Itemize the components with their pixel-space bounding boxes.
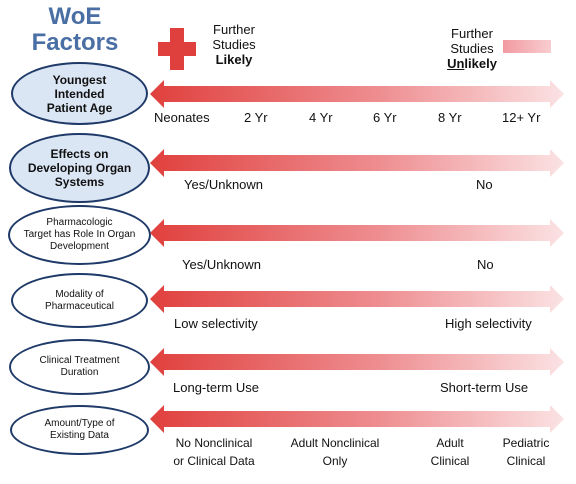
scale-label: Neonates (154, 110, 210, 125)
scale-label: Adult Clinical (430, 436, 470, 468)
scale-label: No (476, 177, 493, 192)
scale-label: 12+ Yr (502, 110, 541, 125)
scale-label: 2 Yr (244, 110, 268, 125)
scale-label: Adult Nonclinical Only (290, 436, 380, 468)
gradient-arrow (150, 219, 564, 247)
scale-label: Long-term Use (173, 380, 259, 395)
scale-label: Low selectivity (174, 316, 258, 331)
legend-gradient-bar (503, 40, 551, 53)
scale-label: No Nonclinical or Clinical Data (173, 436, 255, 468)
gradient-arrow (150, 285, 564, 313)
gradient-arrow (150, 149, 564, 177)
plus-cross-icon (158, 28, 196, 70)
factor-oval-youngest-age: Youngest Intended Patient Age (11, 62, 148, 125)
gradient-arrow (150, 80, 564, 108)
factor-oval-modality: Modality of Pharmaceutical (11, 273, 148, 328)
scale-label: Yes/Unknown (184, 177, 264, 192)
factor-oval-developing-organ: Effects on Developing Organ Systems (9, 133, 150, 203)
scale-label: 8 Yr (438, 110, 462, 125)
scale-label: No (477, 257, 494, 272)
diagram-title: WoE Factors (0, 4, 150, 56)
scale-label: 6 Yr (373, 110, 397, 125)
legend-unlikely: Further Studies Unlikely (447, 26, 497, 71)
title-line-1: WoE (48, 3, 102, 30)
scale-label: Short-term Use (440, 380, 529, 395)
factor-oval-existing-data: Amount/Type of Existing Data (10, 405, 149, 455)
gradient-arrow (150, 348, 564, 376)
scale-label: Pediatric Clinical (502, 436, 550, 468)
factor-oval-pharmacologic-target: Pharmacologic Target has Role In Organ D… (8, 205, 151, 265)
scale-label: Yes/Unknown (182, 257, 262, 272)
legend-likely: Further Studies Likely (212, 22, 256, 67)
factor-oval-treatment-duration: Clinical Treatment Duration (9, 339, 150, 395)
scale-label: High selectivity (445, 316, 532, 331)
scale-label: 4 Yr (309, 110, 333, 125)
gradient-arrow (150, 405, 564, 433)
title-line-2: Factors (31, 29, 119, 56)
